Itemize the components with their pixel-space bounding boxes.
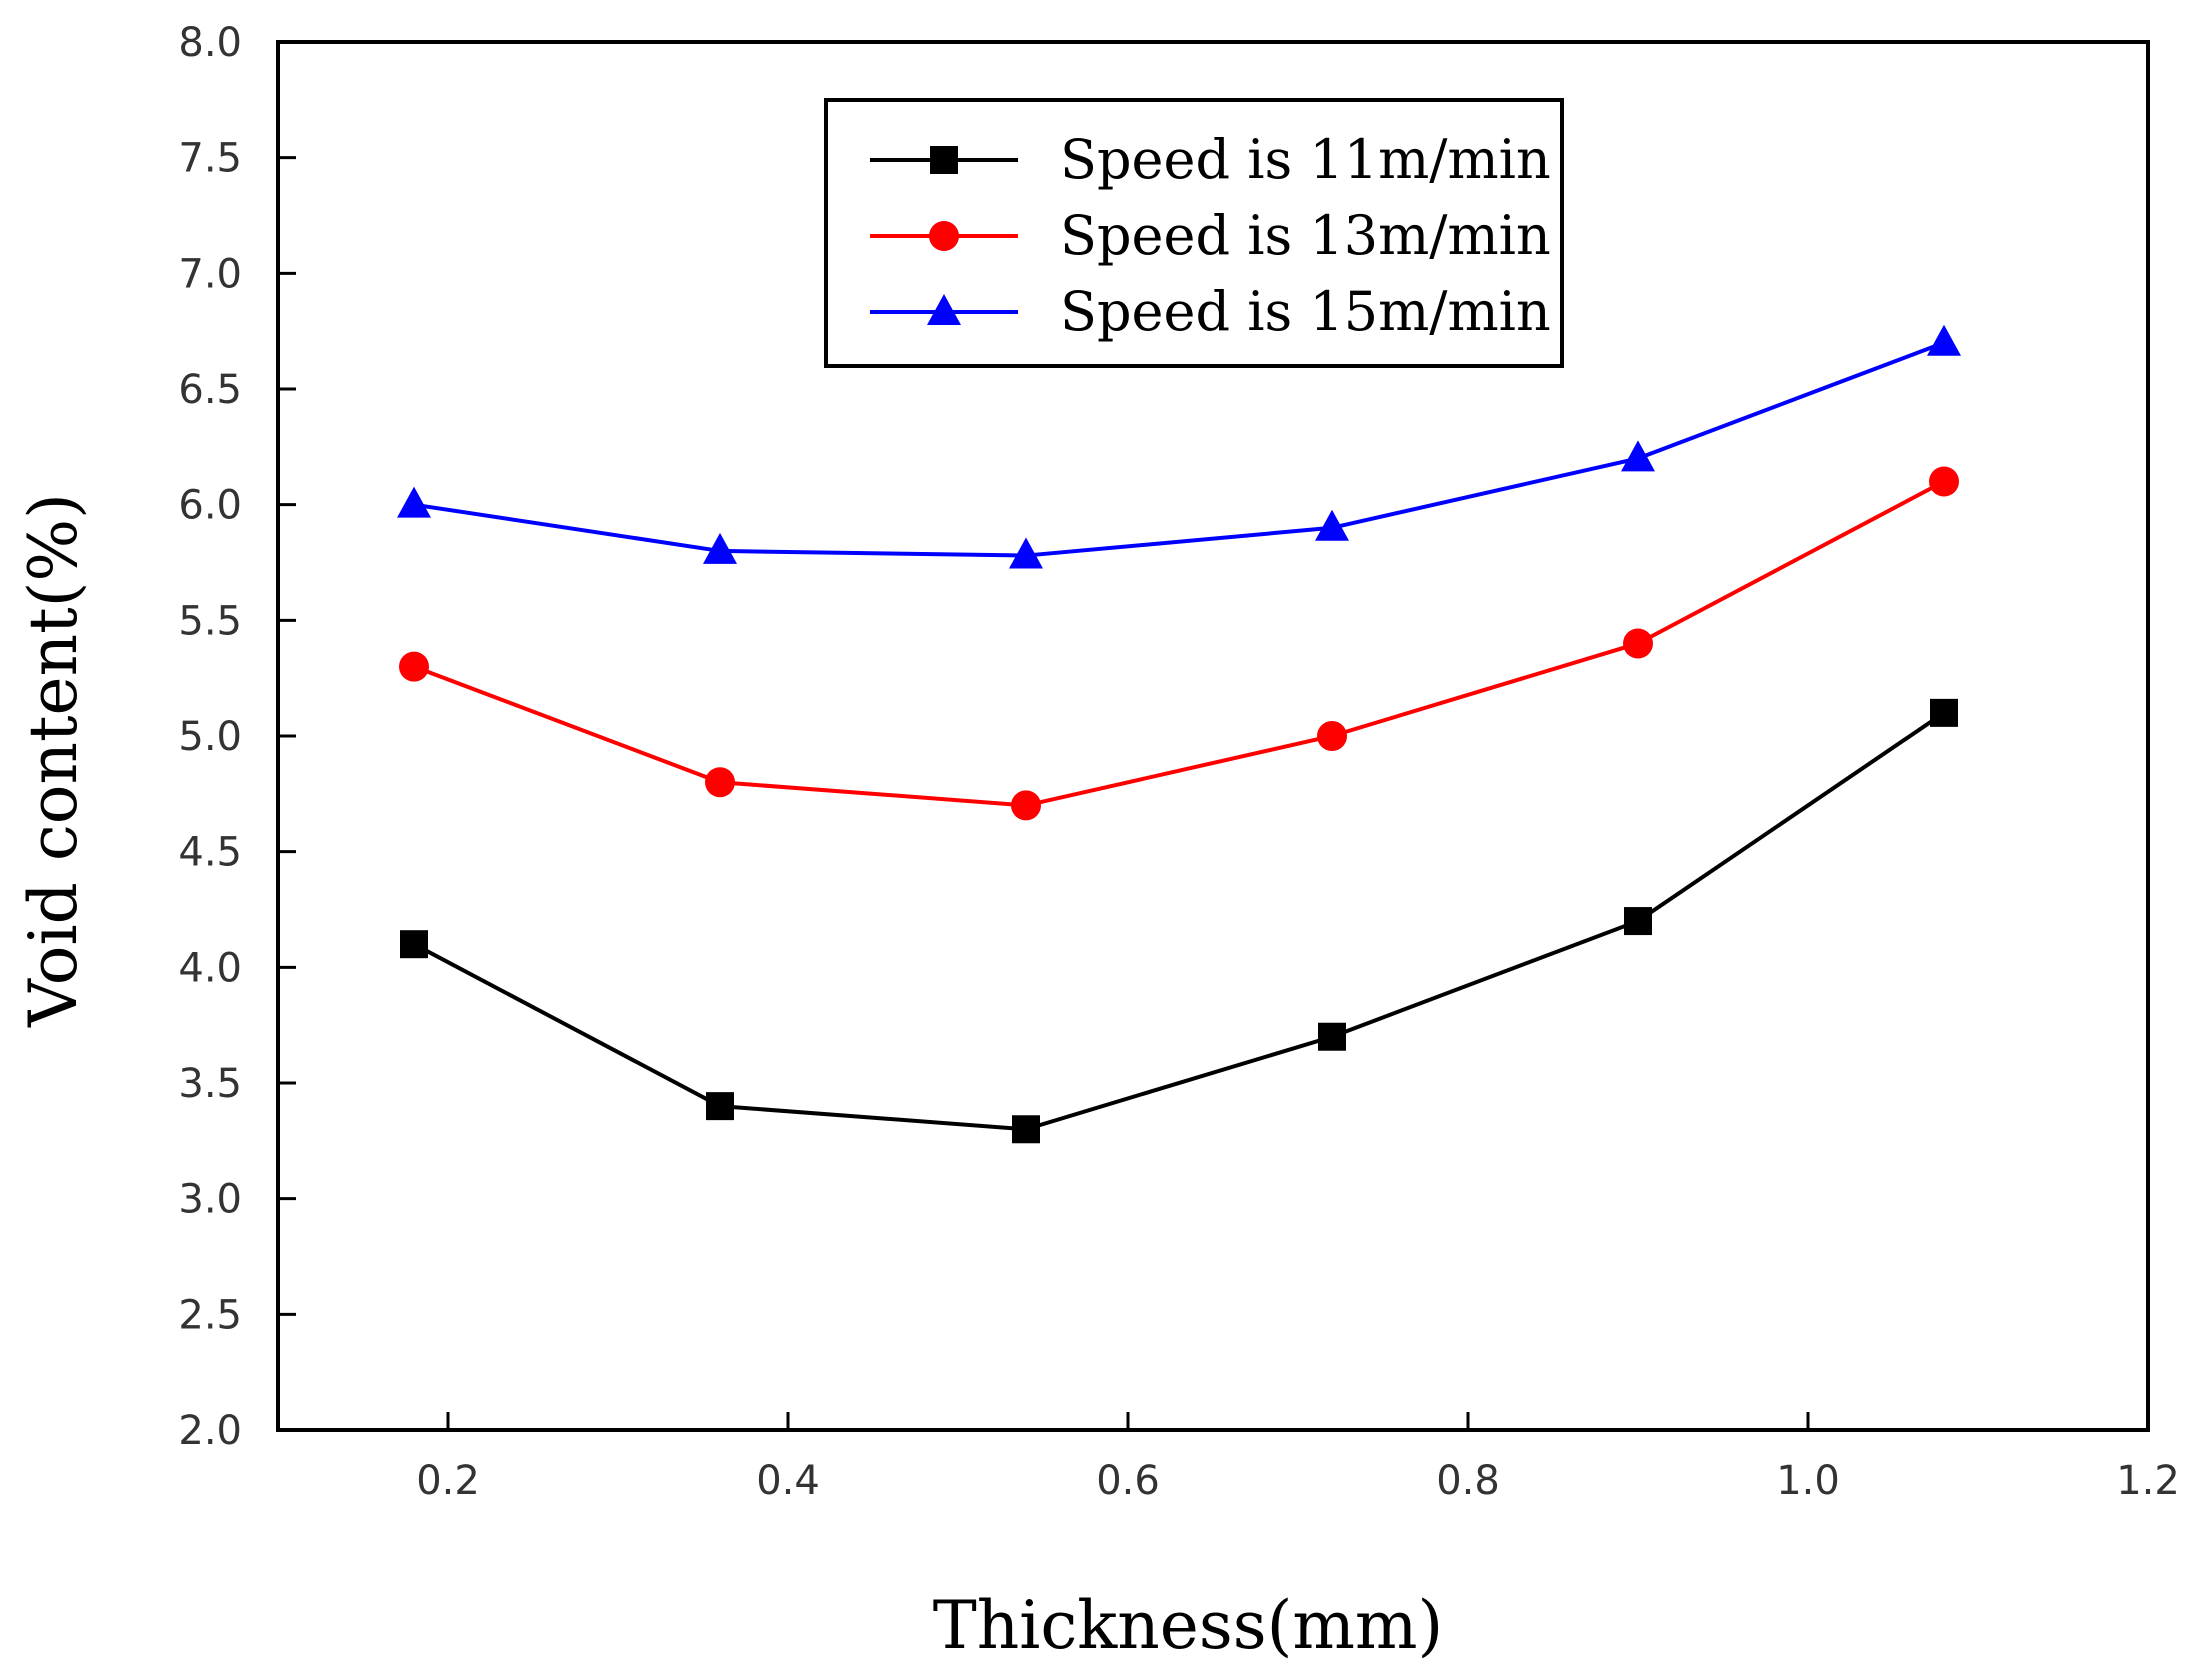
y-tick-label: 3.5	[178, 1061, 242, 1107]
series-line	[413, 340, 1945, 558]
data-point	[1315, 509, 1349, 541]
series-line	[413, 479, 1945, 808]
legend-marker	[927, 294, 961, 325]
data-point	[399, 651, 429, 682]
x-tick-label: 0.4	[756, 1458, 820, 1504]
legend-label: Speed is 15m/min	[1060, 280, 1551, 343]
y-tick-label: 7.5	[178, 136, 242, 182]
data-point	[1009, 537, 1043, 569]
y-tick-label: 4.0	[178, 945, 242, 991]
legend: Speed is 11m/min Speed is 13m/min Speed is…	[824, 98, 1564, 368]
y-tick-label: 6.5	[178, 367, 242, 413]
y-tick-label: 4.5	[178, 830, 242, 876]
data-point	[1929, 466, 1959, 497]
data-point	[400, 930, 428, 959]
y-tick-label: 6.0	[178, 483, 242, 529]
data-point	[1011, 790, 1041, 821]
y-tick-label: 8.0	[178, 20, 242, 66]
y-tick-label: 3.0	[178, 1177, 242, 1223]
series-1	[400, 698, 1958, 1144]
legend-label: Speed is 13m/min	[1060, 204, 1551, 267]
data-point	[1317, 721, 1347, 751]
x-tick-label: 1.0	[1776, 1458, 1840, 1504]
y-tick-label: 7.0	[178, 251, 242, 297]
series-line	[413, 711, 1946, 1132]
y-axis-title: Void content(%)	[15, 493, 92, 1028]
data-point	[1318, 1022, 1346, 1051]
data-point	[1623, 628, 1653, 659]
data-point	[1927, 324, 1961, 356]
data-point	[1012, 1115, 1040, 1144]
data-point	[705, 767, 735, 798]
y-tick-label: 5.0	[178, 714, 242, 760]
data-point	[1621, 440, 1655, 472]
data-point	[1930, 698, 1958, 727]
legend-marker	[930, 146, 958, 174]
legend-label: Speed is 11m/min	[1060, 128, 1551, 191]
data-point	[706, 1092, 734, 1121]
series-layer	[397, 324, 1961, 1144]
data-point	[1624, 907, 1652, 936]
series-3	[397, 324, 1961, 569]
data-point	[397, 486, 431, 518]
y-tick-label: 5.5	[178, 598, 242, 644]
x-tick-label: 0.8	[1436, 1458, 1500, 1504]
legend-marker	[929, 221, 959, 251]
x-tick-label: 0.6	[1096, 1458, 1160, 1504]
x-axis-title: Thickness(mm)	[933, 1587, 1444, 1664]
y-tick-label: 2.0	[178, 1408, 242, 1454]
axes: 0.2 0.4 0.6 0.8 1.0 1.2 2.0 2.5 3.0 3.5 4.0 4.5 5.0 5…	[178, 20, 2179, 1504]
y-tick-label: 2.5	[178, 1292, 242, 1338]
series-2	[399, 466, 1959, 821]
x-tick-label: 1.2	[2116, 1458, 2180, 1504]
x-tick-label: 0.2	[416, 1458, 480, 1504]
data-point	[703, 532, 737, 564]
